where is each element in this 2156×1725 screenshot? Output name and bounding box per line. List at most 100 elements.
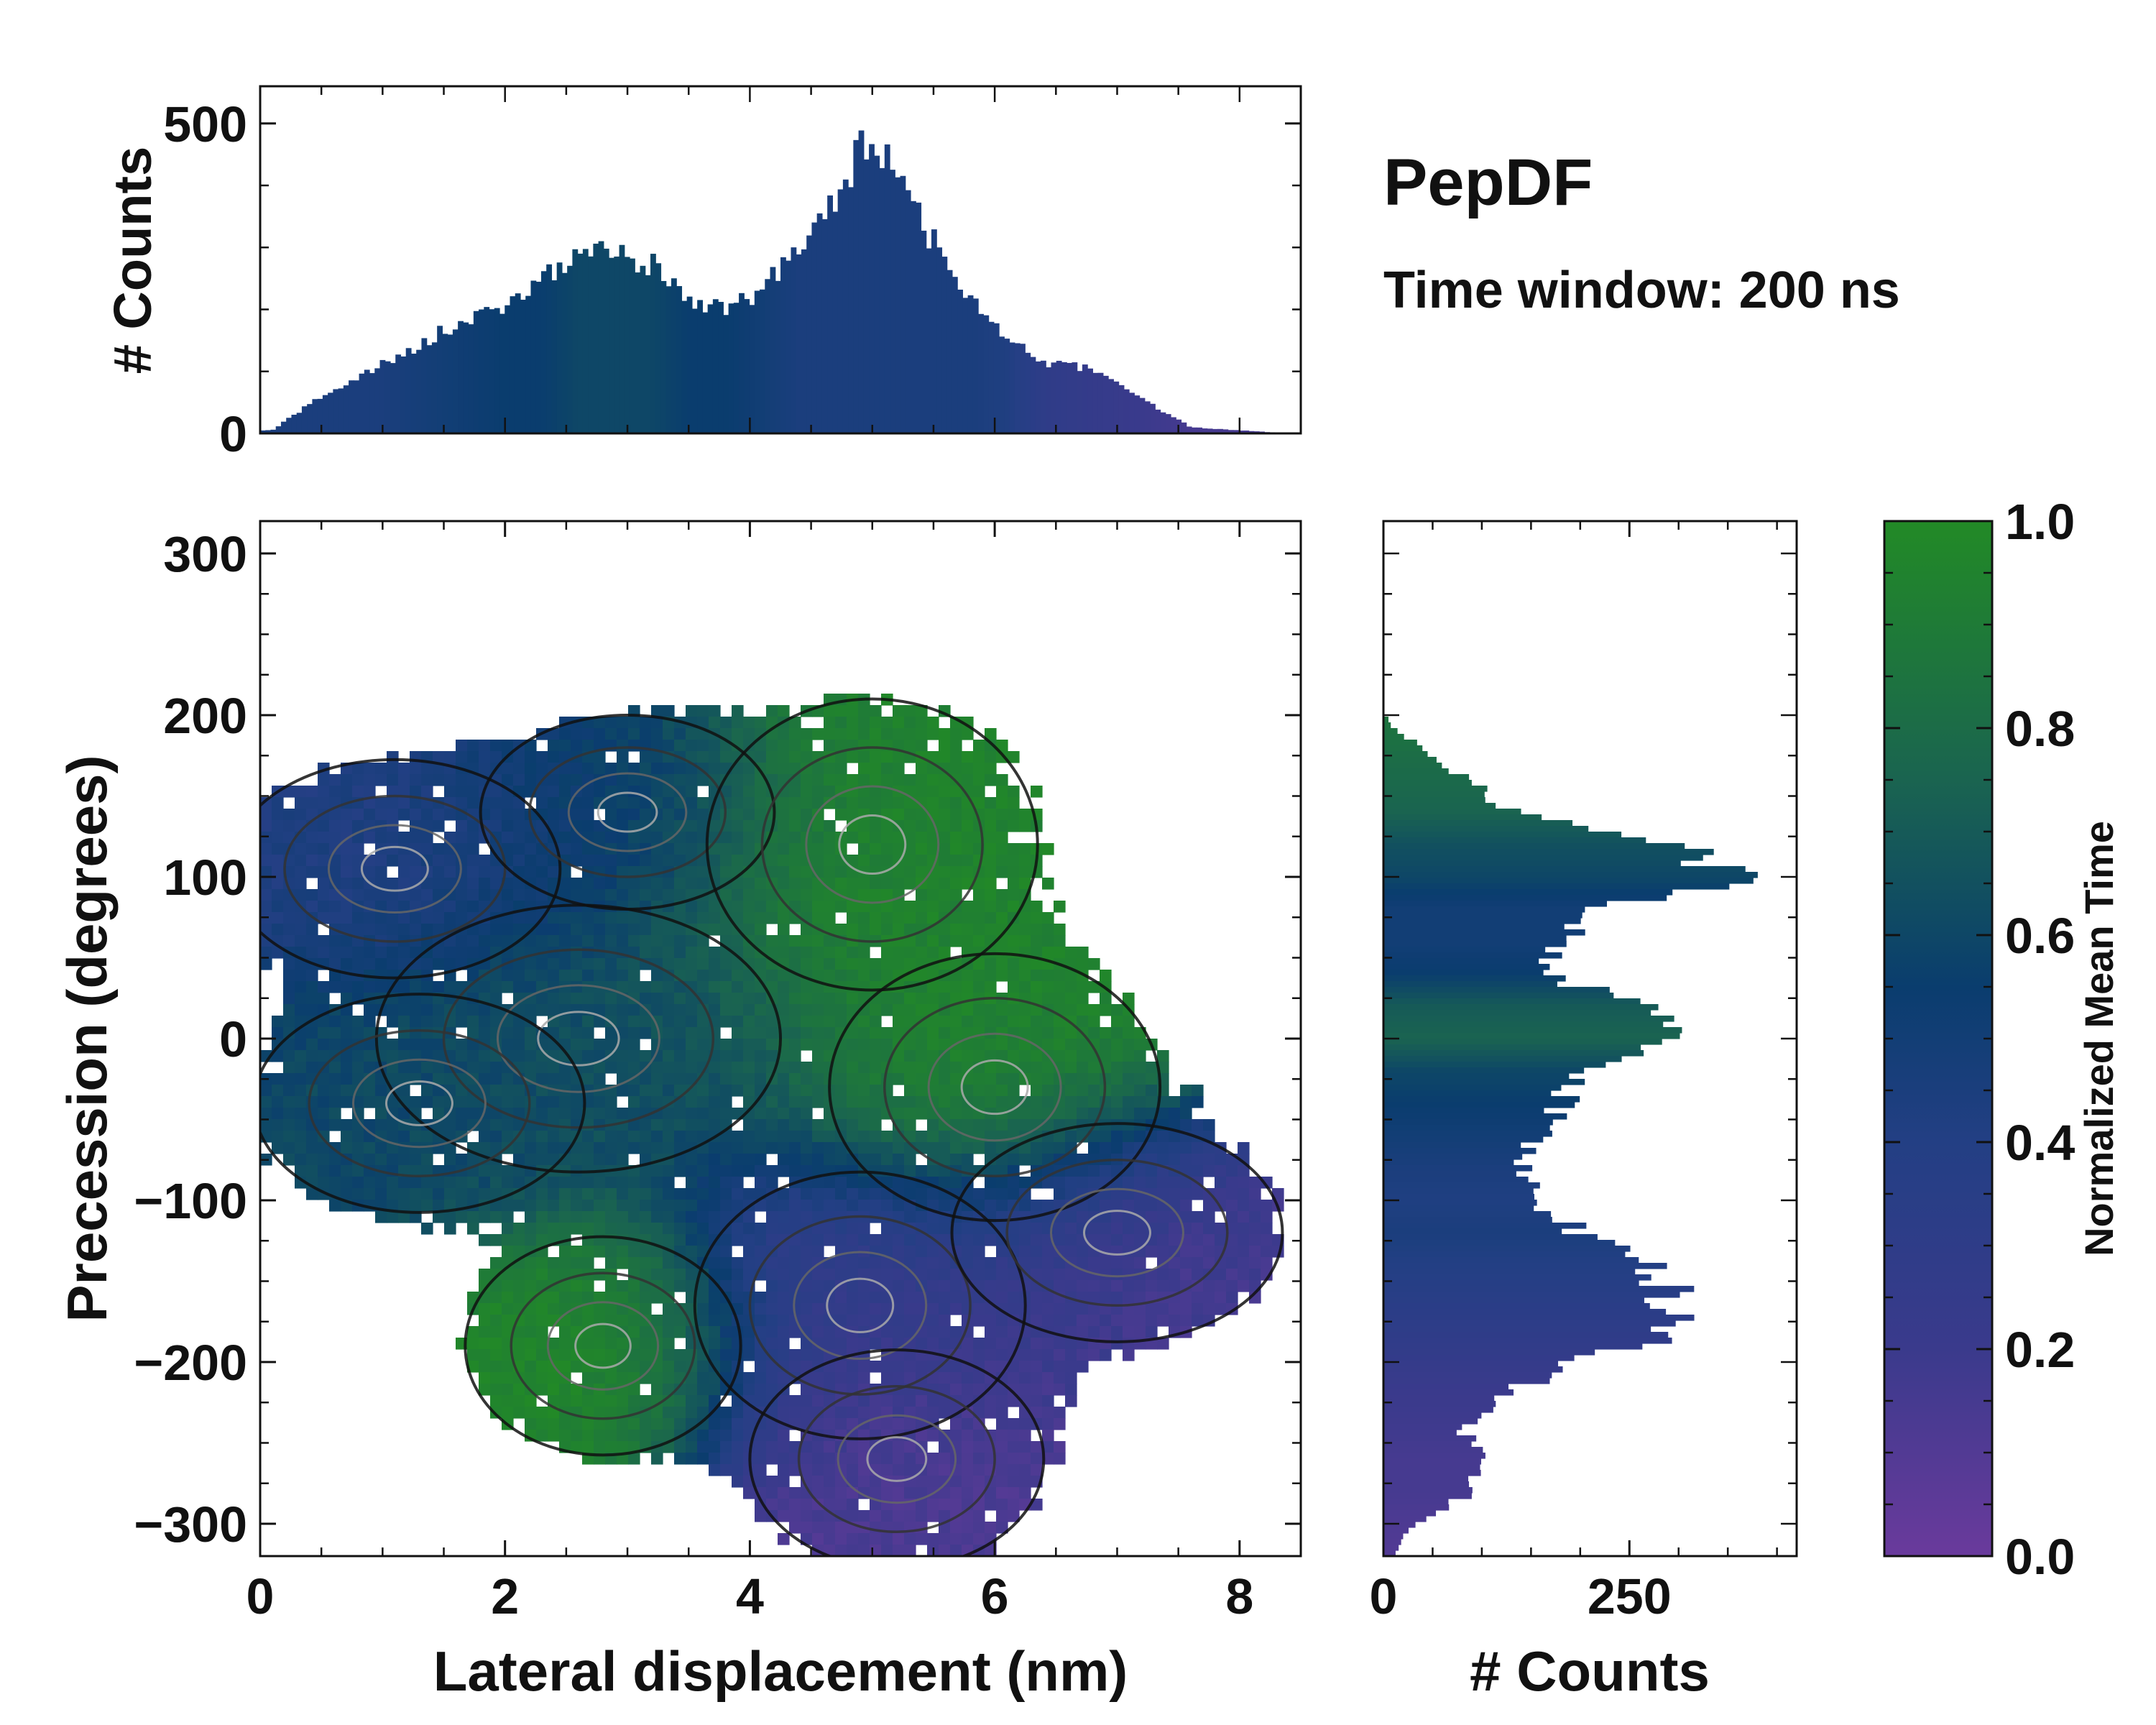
heatmap-cell-4219	[1031, 1441, 1043, 1453]
heatmap-cell-1102	[306, 924, 318, 936]
heatmap-cell-537	[697, 820, 709, 832]
heatmap-cell-3309	[985, 1257, 997, 1269]
top-bar-157	[1077, 371, 1083, 433]
heatmap-cell-2378	[663, 1119, 675, 1131]
heatmap-cell-410	[732, 797, 744, 809]
heatmap-cell-3336	[513, 1269, 525, 1281]
heatmap-cell-724	[582, 855, 594, 867]
heatmap-cell-1083	[881, 912, 893, 924]
heatmap-cell-1565	[893, 993, 905, 1005]
heatmap-cell-421	[858, 797, 870, 809]
heatmap-cell-1610	[594, 1004, 606, 1016]
contour-lower-center-3	[826, 1277, 895, 1333]
top-bar-141	[993, 323, 1000, 433]
heatmap-cell-3835	[1077, 1349, 1089, 1361]
heatmap-cell-898	[283, 889, 295, 901]
heatmap-cell-447	[398, 809, 410, 821]
heatmap-cell-3084	[686, 1223, 698, 1235]
right-bar-154	[1383, 1407, 1493, 1413]
contour-central-0	[374, 903, 783, 1174]
heatmap-cell-1893	[456, 1050, 468, 1062]
heatmap-cell-4015	[778, 1395, 790, 1407]
heatmap-cell-3907	[663, 1372, 675, 1384]
heatmap-cell-1844	[789, 1039, 801, 1051]
heatmap-cell-3088	[732, 1223, 744, 1235]
heatmap-cell-3393	[1180, 1269, 1192, 1281]
heatmap-cell-2341	[1169, 1108, 1181, 1120]
heatmap-cell-817	[893, 866, 905, 878]
contour-lower-right-0	[950, 1122, 1284, 1343]
heatmap-cell-1311	[352, 958, 364, 970]
heatmap-cell-3667	[513, 1326, 525, 1338]
heatmap-cell-3612	[617, 1315, 629, 1327]
heatmap-cell-4290	[732, 1476, 744, 1488]
heatmap-cell-1583	[1123, 993, 1135, 1005]
heatmap-cell-4264	[732, 1464, 744, 1476]
top-bar-110	[832, 211, 839, 433]
heatmap-cell-2386	[766, 1119, 778, 1131]
heatmap-cell-602	[686, 832, 698, 844]
heatmap-cell-3000	[490, 1211, 502, 1223]
right-bar-137	[1383, 1309, 1667, 1315]
heatmap-cell-3507	[939, 1292, 951, 1304]
heatmap-cell-4033	[985, 1395, 997, 1407]
heatmap-cell-88	[881, 728, 893, 740]
heatmap-cell-515	[433, 820, 445, 832]
heatmap-cell-654	[559, 843, 571, 855]
right-bar-104	[1383, 1119, 1553, 1126]
heatmap-cell-688	[962, 843, 974, 855]
heatmap-cell-1997	[789, 1062, 801, 1074]
heatmap-cell-4012	[743, 1395, 755, 1407]
heatmap-cell-2952	[824, 1200, 836, 1212]
heatmap-cell-3152	[697, 1234, 709, 1246]
heatmap-cell-3536	[490, 1303, 502, 1315]
top-bar-139	[983, 315, 990, 433]
heatmap-cell-3594	[1169, 1303, 1181, 1315]
heatmap-cell-3438	[927, 1280, 939, 1292]
heatmap-cell-1842	[766, 1039, 778, 1051]
heatmap-cell-4424	[824, 1545, 836, 1556]
top-bar-31	[421, 338, 428, 433]
heatmap-cell-1031	[272, 912, 284, 924]
heatmap-cell-306	[973, 774, 985, 786]
heatmap-cell-581	[444, 832, 456, 844]
heatmap-cell-4040	[490, 1407, 502, 1419]
heatmap-cell-1940	[1008, 1050, 1020, 1062]
heatmap-cell-2393	[847, 1119, 859, 1131]
heatmap-cell-347	[743, 786, 755, 798]
heatmap-cell-1353	[835, 958, 847, 970]
heatmap-cell-3313	[1031, 1257, 1043, 1269]
heatmap-cell-635	[318, 843, 330, 855]
heatmap-cell-4061	[732, 1407, 744, 1419]
heatmap-cell-4026	[904, 1395, 916, 1407]
heatmap-cell-1207	[755, 935, 767, 947]
heatmap-cell-1333	[605, 958, 617, 970]
heatmap-cell-202	[433, 763, 445, 775]
heatmap-cell-3008	[594, 1211, 606, 1223]
heatmap-cell-2012	[962, 1062, 974, 1074]
heatmap-cell-844	[433, 878, 445, 890]
heatmap-cell-4346	[812, 1499, 824, 1511]
heatmap-cell-3515	[1031, 1292, 1043, 1304]
heatmap-cell-3987	[1019, 1384, 1031, 1396]
heatmap-cell-4327	[870, 1487, 882, 1499]
heatmap-cell-3686	[743, 1326, 755, 1338]
right-bar-112	[1383, 1165, 1533, 1172]
heatmap-cell-3741	[663, 1338, 675, 1350]
heatmap-cell-608	[755, 832, 767, 844]
heatmap-cell-1986	[663, 1062, 675, 1074]
heatmap-cell-1515	[295, 993, 307, 1005]
heatmap-cell-1951	[1134, 1050, 1146, 1062]
heatmap-cell-686	[939, 843, 951, 855]
heatmap-cell-1802	[295, 1039, 307, 1051]
heatmap-cell-3381	[1042, 1269, 1054, 1281]
heatmap-cell-250	[329, 774, 341, 786]
heatmap-cell-85	[847, 728, 859, 740]
heatmap-cell-1888	[398, 1050, 410, 1062]
heatmap-cell-3470	[502, 1292, 514, 1304]
heatmap-cell-29	[605, 717, 617, 729]
right-bar-130	[1383, 1269, 1636, 1275]
heatmap-cell-1410	[720, 970, 732, 982]
heatmap-cell-2995	[433, 1211, 445, 1223]
heatmap-cell-428	[939, 797, 951, 809]
